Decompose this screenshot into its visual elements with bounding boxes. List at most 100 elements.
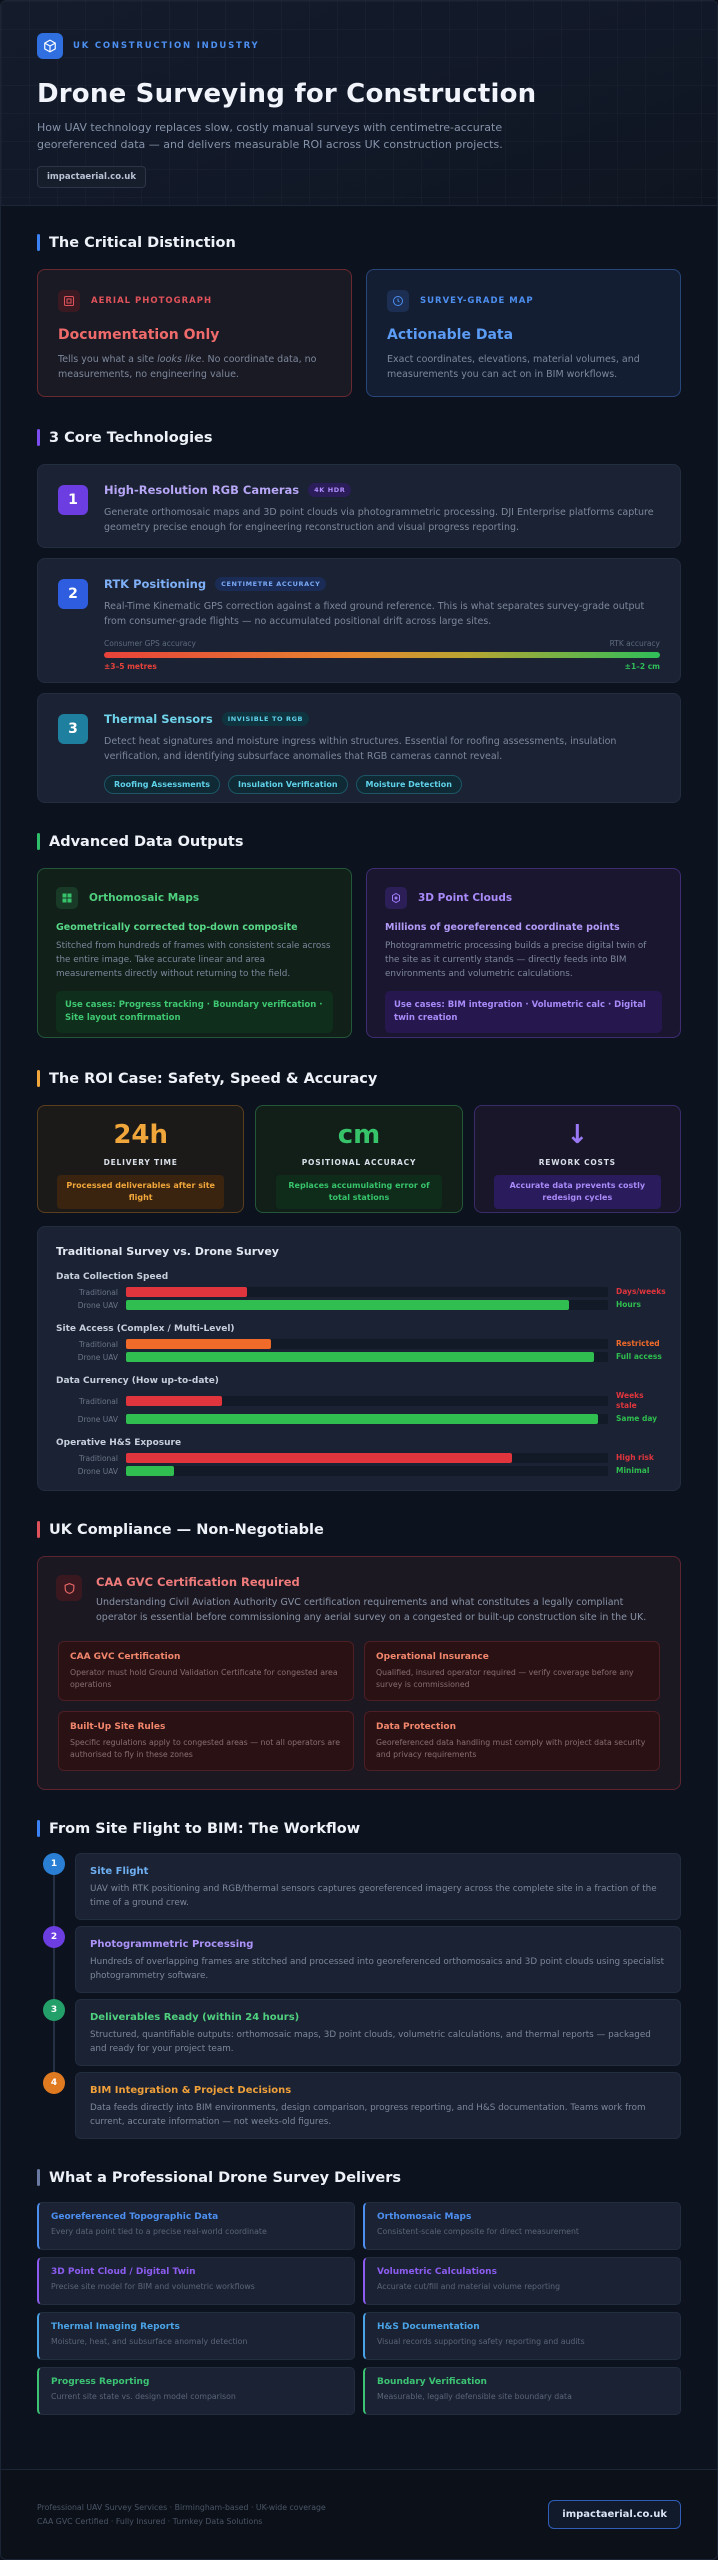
tech-card-rgb: 1 High-Resolution RGB Cameras 4K HDR Gen… <box>37 464 681 548</box>
point-cloud-icon <box>385 887 407 909</box>
step-text: Data feeds directly into BIM environment… <box>90 2103 646 2127</box>
comparison-group-name: Site Access (Complex / Multi-Level) <box>56 1324 235 1334</box>
drone-bar-row: Drone UAV Hours <box>56 1300 662 1310</box>
traditional-bar-row: Traditional High risk <box>56 1453 662 1463</box>
traditional-bar-row: Traditional Restricted <box>56 1339 662 1349</box>
pill-roofing: Roofing Assessments <box>104 775 220 794</box>
deliverable-title: Georeferenced Topographic Data <box>51 2212 219 2222</box>
domain-link[interactable]: impactaerial.co.uk <box>37 166 146 188</box>
comparison-group: Data Currency (How up-to-date) Traditiona… <box>56 1376 662 1424</box>
deliverable-text: Every data point tied to a precise real-… <box>51 2227 267 2236</box>
compliance-item: CAA GVC Certification Operator must hold… <box>58 1641 354 1701</box>
workflow-section: From Site Flight to BIM: The Workflow 1 … <box>1 1820 717 2139</box>
output-subtitle: Millions of georeferenced coordinate poi… <box>385 922 620 933</box>
card-text: Tells you what a site looks like. No coo… <box>58 354 317 380</box>
output-title: 3D Point Clouds <box>418 892 513 904</box>
section-title-text: 3 Core Technologies <box>49 429 213 446</box>
drone-bar <box>126 1352 594 1362</box>
deliverable-item: Thermal Imaging Reports Moisture, heat, a… <box>37 2312 355 2360</box>
footer-line-2: CAA GVC Certified · Fully Insured · Turn… <box>37 2516 263 2526</box>
deliverable-item: Georeferenced Topographic Data Every data… <box>37 2202 355 2250</box>
stat-value: cm <box>337 1120 381 1150</box>
traditional-bar-row: Traditional Days/weeks <box>56 1287 666 1297</box>
drone-bar <box>126 1414 599 1424</box>
stat-label: REWORK COSTS <box>538 1158 616 1167</box>
workflow-timeline: 1 Site Flight UAV with RTK positioning a… <box>37 1853 681 2139</box>
deliverable-title: Boundary Verification <box>377 2377 487 2387</box>
page-title: Drone Surveying for Construction <box>37 79 537 109</box>
compliance-item: Operational Insurance Qualified, insured… <box>364 1641 660 1701</box>
output-subtitle: Geometrically corrected top-down composi… <box>56 922 298 933</box>
point-cloud-card: 3D Point Clouds Millions of georeference… <box>366 868 681 1038</box>
deliverable-text: Current site state vs. design model comp… <box>51 2392 236 2401</box>
orthomosaic-card: Orthomosaic Maps Geometrically corrected… <box>37 868 352 1038</box>
compliance-item-title: Operational Insurance <box>376 1652 489 1662</box>
bar-label: Traditional <box>78 1396 118 1406</box>
step-text: Structured, quantifiable outputs: orthom… <box>90 2030 651 2054</box>
drone-bar-row: Drone UAV Full access <box>56 1352 662 1362</box>
drone-bar-row: Drone UAV Same day <box>56 1414 662 1424</box>
deliverable-item: Boundary Verification Measurable, legally… <box>363 2367 681 2415</box>
compliance-title: CAA GVC Certification Required <box>96 1575 300 1589</box>
comparison-chart: Traditional Survey vs. Drone Survey Data… <box>37 1226 681 1491</box>
cube-logo-icon <box>37 33 63 59</box>
deliverable-title: Volumetric Calculations <box>377 2267 497 2277</box>
bar-track <box>126 1339 608 1349</box>
output-text: Photogrammetric processing builds a prec… <box>385 941 647 979</box>
compliance-text: Understanding Civil Aviation Authority G… <box>96 1597 647 1623</box>
shield-icon <box>56 1575 82 1601</box>
deliverable-text: Accurate cut/fill and material volume re… <box>377 2282 561 2291</box>
tech-title: Thermal Sensors <box>104 712 213 726</box>
deliverable-text: Measurable, legally defensible site boun… <box>377 2392 572 2401</box>
tech-tag: 4K HDR <box>308 483 352 497</box>
accuracy-gradient-bar <box>104 652 660 658</box>
accuracy-left-value: ±3–5 metres <box>104 662 157 671</box>
tech-text: Generate orthomosaic maps and 3D point c… <box>104 507 654 533</box>
bar-track <box>126 1414 608 1424</box>
section-title-text: UK Compliance — Non-Negotiable <box>49 1521 324 1538</box>
deliverable-item: 3D Point Cloud / Digital Twin Precise sit… <box>37 2257 355 2305</box>
outputs-section: Advanced Data Outputs Orthomosaic Maps G… <box>1 833 717 1038</box>
stat-description: Replaces accumulating error of total sta… <box>275 1175 443 1209</box>
section-title-text: From Site Flight to BIM: The Workflow <box>49 1820 361 1837</box>
pill-insulation: Insulation Verification <box>228 775 348 794</box>
workflow-step: 4 BIM Integration & Project Decisions Da… <box>37 2072 681 2139</box>
roi-section: The ROI Case: Safety, Speed & Accuracy 2… <box>1 1070 717 1491</box>
compliance-item-title: CAA GVC Certification <box>70 1652 181 1662</box>
tech-tag: CENTIMETRE ACCURACY <box>215 577 327 591</box>
website-button[interactable]: impactaerial.co.uk <box>548 2500 681 2529</box>
technologies-section: 3 Core Technologies 1 High-Resolution RG… <box>1 429 717 803</box>
section-accent-bar <box>37 2169 40 2186</box>
section-title: UK Compliance — Non-Negotiable <box>37 1521 681 1538</box>
section-title: What a Professional Drone Survey Deliver… <box>37 2169 681 2186</box>
deliverable-text: Visual records supporting safety reporti… <box>377 2337 585 2346</box>
section-title: The Critical Distinction <box>37 234 681 251</box>
deliverable-text: Moisture, heat, and subsurface anomaly d… <box>51 2337 248 2346</box>
stat-description: Processed deliverables after site flight <box>57 1175 225 1209</box>
deliverables-grid: Georeferenced Topographic Data Every data… <box>37 2202 681 2415</box>
section-title-text: What a Professional Drone Survey Deliver… <box>49 2169 402 2186</box>
compliance-item: Built-Up Site Rules Specific regulations… <box>58 1711 354 1771</box>
comparison-title: Traditional Survey vs. Drone Survey <box>56 1245 279 1258</box>
tech-number-badge: 2 <box>58 579 88 609</box>
traditional-bar-row: Traditional Weeks stale <box>56 1391 662 1411</box>
bar-value: Minimal <box>616 1466 650 1475</box>
tech-number-badge: 3 <box>58 714 88 744</box>
deliverable-item: Progress Reporting Current site state vs.… <box>37 2367 355 2415</box>
deliverable-title: Thermal Imaging Reports <box>51 2322 180 2332</box>
compliance-item-text: Operator must hold Ground Validation Cer… <box>70 1668 338 1689</box>
bar-label: Traditional <box>78 1339 118 1349</box>
bar-label: Drone UAV <box>77 1300 118 1310</box>
compliance-item-text: Qualified, insured operator required — v… <box>376 1668 634 1689</box>
step-text: UAV with RTK positioning and RGB/thermal… <box>90 1884 657 1908</box>
compliance-item-text: Specific regulations apply to congested … <box>70 1738 341 1759</box>
footer-line-1: Professional UAV Survey Services · Birmi… <box>37 2502 326 2512</box>
section-title: From Site Flight to BIM: The Workflow <box>37 1820 681 1837</box>
tech-card-thermal: 3 Thermal Sensors INVISIBLE TO RGB Detec… <box>37 693 681 803</box>
tech-text: Detect heat signatures and moisture ingr… <box>104 736 617 762</box>
section-title-text: The Critical Distinction <box>49 234 236 251</box>
section-title: The ROI Case: Safety, Speed & Accuracy <box>37 1070 681 1087</box>
tech-title: RTK Positioning <box>104 577 207 591</box>
traditional-bar <box>126 1287 247 1297</box>
deliverable-item: H&S Documentation Visual records supporti… <box>363 2312 681 2360</box>
